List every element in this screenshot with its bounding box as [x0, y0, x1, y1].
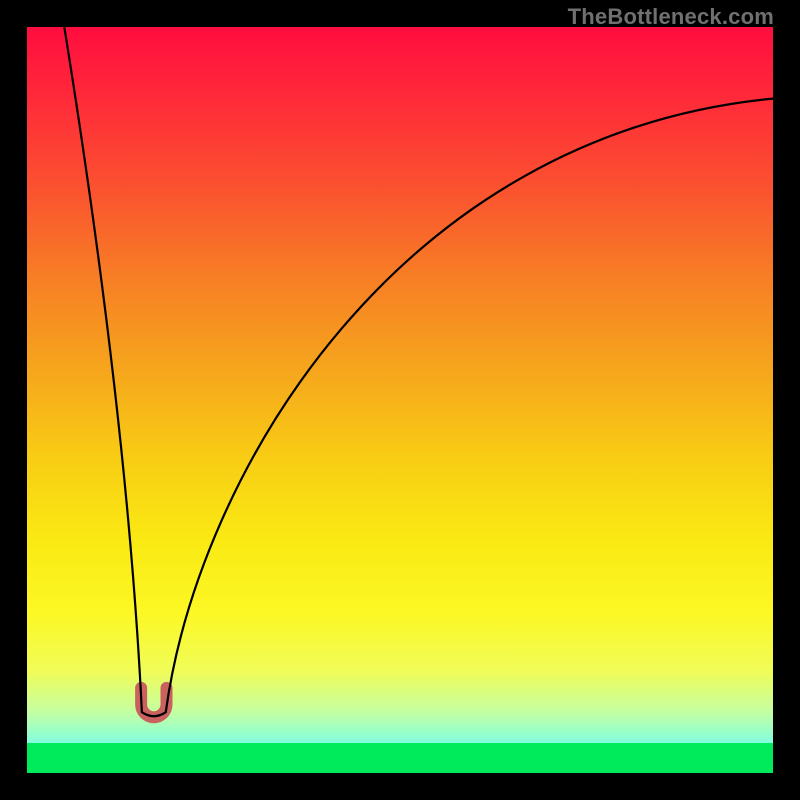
bottom-green-bar — [27, 743, 773, 773]
bottleneck-curve-chart — [27, 27, 773, 773]
gradient-background — [27, 27, 773, 743]
watermark-text: TheBottleneck.com — [568, 4, 774, 30]
chart-plot-area — [27, 27, 773, 773]
